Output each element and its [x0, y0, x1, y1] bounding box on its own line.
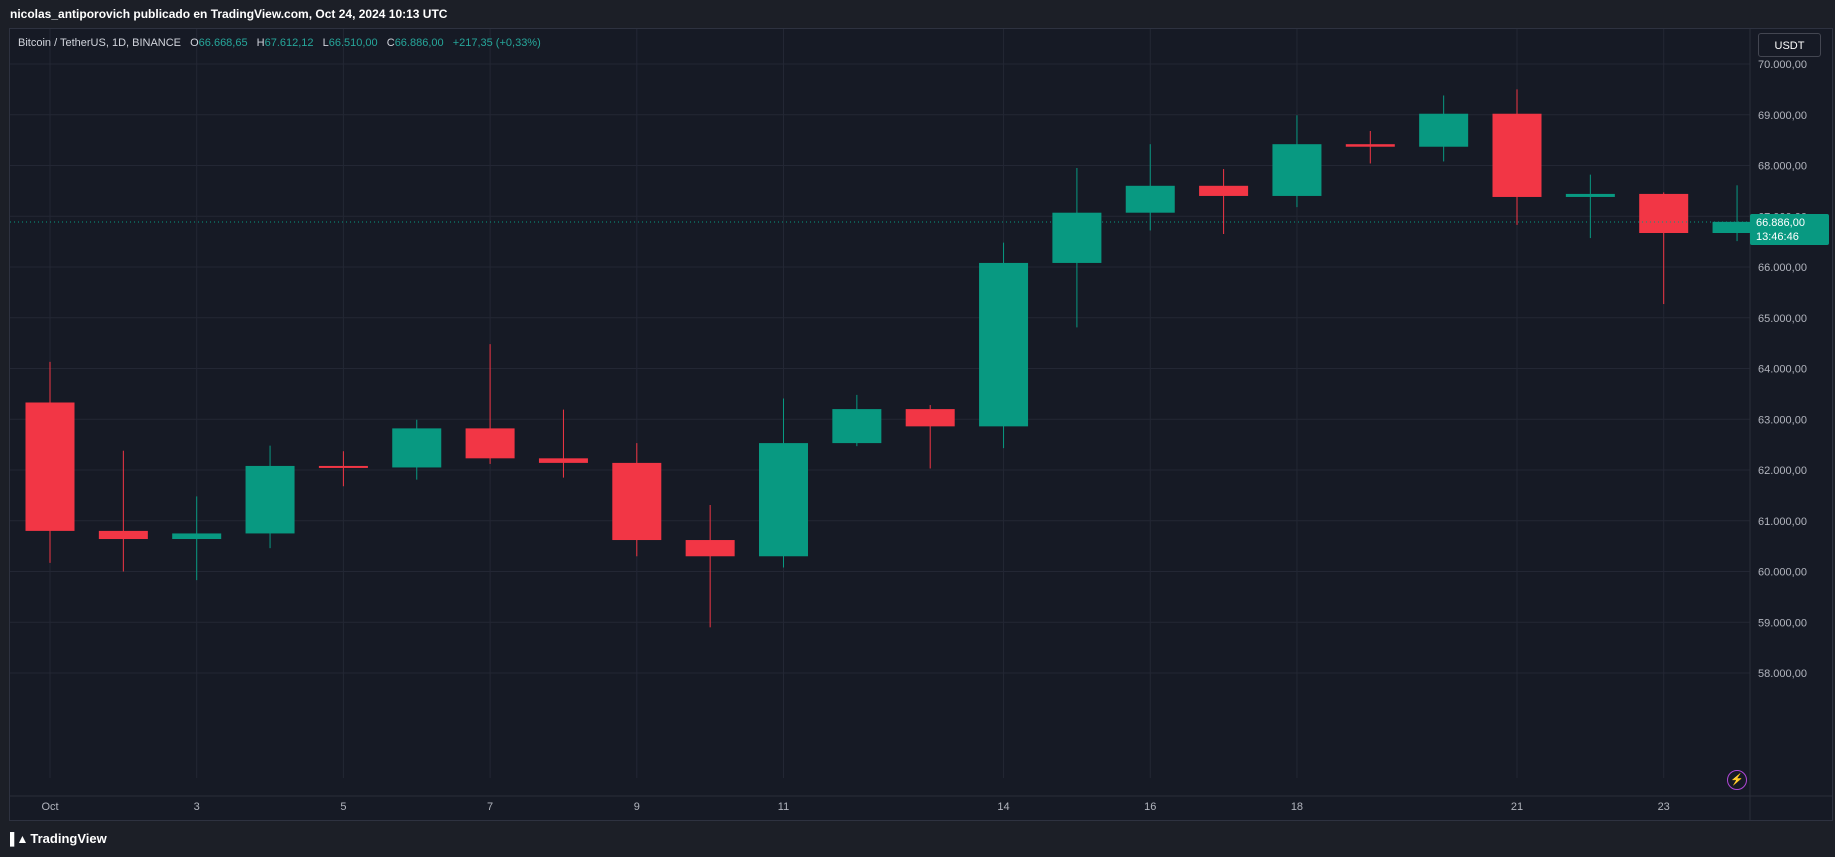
x-tick-label: 23 [1658, 801, 1670, 813]
candle-body [98, 530, 148, 540]
symbol-legend: Bitcoin / TetherUS, 1D, BINANCE O66.668,… [18, 37, 541, 49]
candle-body [1712, 221, 1762, 233]
candle-body [1125, 185, 1175, 213]
candle-body [538, 458, 588, 463]
x-tick-label: 3 [194, 801, 200, 813]
x-tick-label: 5 [340, 801, 346, 813]
candle-body [245, 465, 295, 534]
y-tick-label: 70.000,00 [1758, 59, 1807, 71]
candlestick-chart[interactable]: 70.000,0069.000,0068.000,0067.000,0066.0… [10, 29, 1832, 820]
last-price-badge [1750, 214, 1829, 246]
legend-change: +217,35 (+0,33%) [452, 37, 541, 49]
y-tick-label: 69.000,00 [1758, 110, 1807, 122]
candle-body [1492, 113, 1542, 197]
bar-countdown: 13:46:46 [1756, 231, 1799, 243]
candle-body [1052, 212, 1102, 263]
candle-body [1419, 113, 1469, 147]
y-tick-label: 68.000,00 [1758, 161, 1807, 173]
legend-symbol[interactable]: Bitcoin / TetherUS, 1D, BINANCE [18, 37, 182, 49]
x-tick-label: Oct [41, 801, 58, 813]
x-tick-label: 7 [487, 801, 493, 813]
y-tick-label: 59.000,00 [1758, 617, 1807, 629]
legend-open-value: 66.668,65 [198, 37, 248, 49]
y-tick-label: 58.000,00 [1758, 668, 1807, 680]
candle-body [1199, 185, 1249, 196]
y-tick-label: 65.000,00 [1758, 313, 1807, 325]
candle-body [1565, 193, 1615, 197]
last-price-value: 66.886,00 [1756, 217, 1805, 229]
x-tick-label: 21 [1511, 801, 1523, 813]
candle-body [905, 409, 955, 427]
y-tick-label: 61.000,00 [1758, 516, 1807, 528]
y-tick-label: 60.000,00 [1758, 567, 1807, 579]
x-tick-label: 9 [634, 801, 640, 813]
lightning-icon[interactable]: ⚡ [1727, 770, 1747, 790]
candle-body [1345, 144, 1395, 147]
x-tick-label: 14 [997, 801, 1009, 813]
candle-body [979, 262, 1029, 427]
tradingview-brand-text: TradingView [30, 831, 107, 846]
footer-bar: ▌▲ TradingView [0, 821, 1835, 857]
candle-body [318, 465, 368, 468]
legend-close-value: 66.886,00 [394, 37, 444, 49]
header-bar: nicolas_antiporovich publicado en Tradin… [0, 0, 1835, 28]
candle-body [465, 428, 515, 459]
candle-body [392, 428, 442, 468]
legend-open-label: O [190, 37, 199, 49]
legend-low-value: 66.510,00 [328, 37, 378, 49]
candle-body [172, 533, 222, 540]
candle-body [612, 462, 662, 541]
candle-body [685, 540, 735, 557]
candle-body [1639, 193, 1689, 233]
y-tick-label: 64.000,00 [1758, 364, 1807, 376]
y-tick-label: 62.000,00 [1758, 465, 1807, 477]
y-tick-label: 66.000,00 [1758, 262, 1807, 274]
legend-high-value: 67.612,12 [264, 37, 314, 49]
currency-button[interactable]: USDT [1758, 33, 1821, 57]
chart-panel[interactable]: 70.000,0069.000,0068.000,0067.000,0066.0… [9, 28, 1833, 821]
legend-high-label: H [256, 37, 265, 49]
published-by-text: nicolas_antiporovich publicado en Tradin… [10, 7, 448, 21]
tradingview-logo[interactable]: ▌▲ TradingView [10, 831, 107, 846]
legend-close-label: C [386, 37, 395, 49]
candle-body [832, 409, 882, 444]
tradingview-logo-icon: ▌▲ [10, 831, 28, 846]
x-tick-label: 16 [1144, 801, 1156, 813]
x-tick-label: 11 [778, 801, 789, 813]
candle-body [759, 443, 808, 557]
legend-low-label: L [322, 37, 329, 49]
y-tick-label: 63.000,00 [1758, 414, 1807, 426]
candle-body [25, 402, 75, 531]
candle-body [1272, 144, 1322, 196]
x-tick-label: 18 [1291, 801, 1303, 813]
